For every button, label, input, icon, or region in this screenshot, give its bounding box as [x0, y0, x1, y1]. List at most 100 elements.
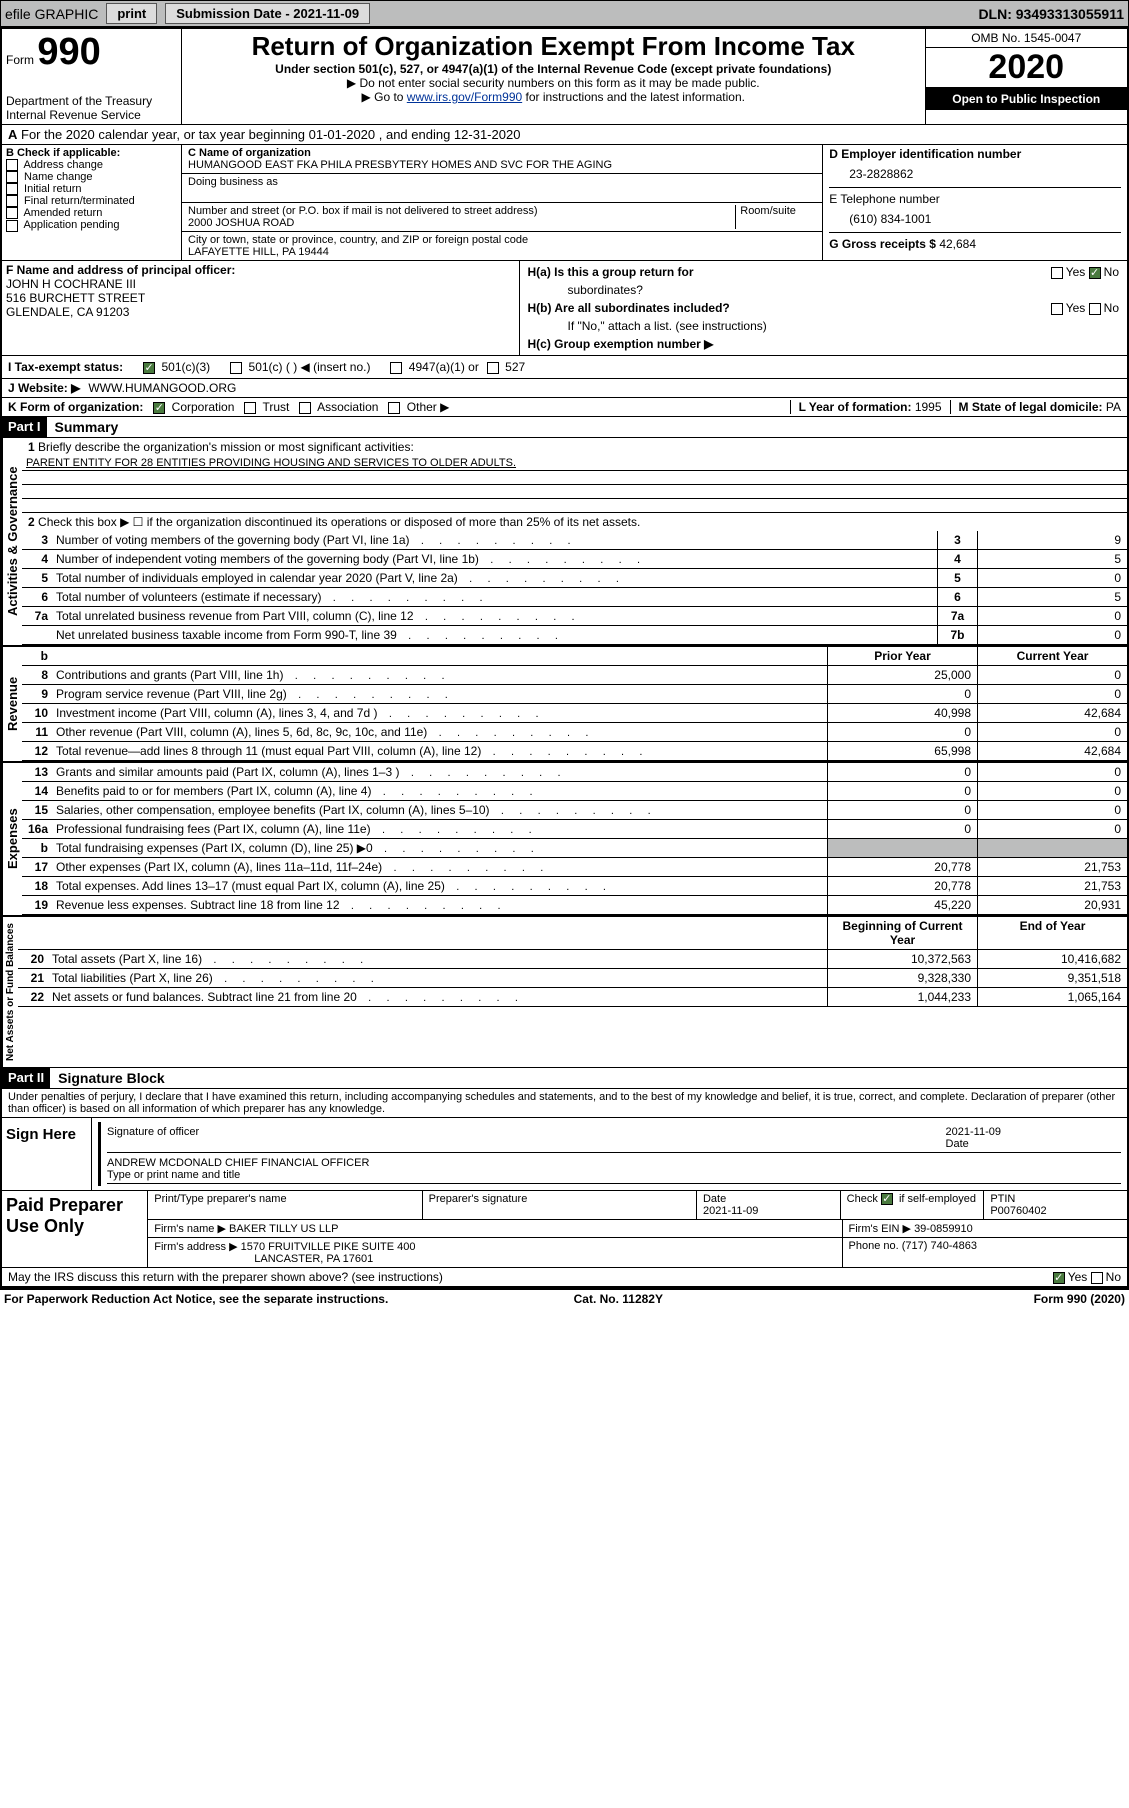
prep-hdr-name: Print/Type preparer's name: [148, 1191, 422, 1219]
current-year-hdr: Current Year: [977, 647, 1127, 665]
hc-label: H(c) Group exemption number ▶: [528, 337, 714, 351]
website-label: J Website: ▶: [8, 381, 80, 395]
form-label: Form: [6, 53, 34, 67]
ein: 23-2828862: [829, 161, 1121, 187]
assoc-check[interactable]: [299, 402, 311, 414]
officer-name-label: Type or print name and title: [107, 1169, 240, 1181]
prep-hdr-ptin: PTIN P00760402: [984, 1191, 1127, 1219]
org-name: HUMANGOOD EAST FKA PHILA PRESBYTERY HOME…: [188, 159, 612, 171]
omb-block: OMB No. 1545-0047 2020 Open to Public In…: [925, 29, 1128, 124]
discuss-yes[interactable]: [1053, 1272, 1065, 1284]
hdr-num: b: [22, 647, 52, 665]
firm-label: Firm's name ▶: [154, 1223, 229, 1235]
check-name-change: Name change: [6, 171, 177, 183]
other-check[interactable]: [388, 402, 400, 414]
hb-yes[interactable]: [1051, 303, 1063, 315]
statem-label: M State of legal domicile:: [959, 400, 1106, 414]
exp-line-19: 19Revenue less expenses. Subtract line 1…: [22, 896, 1127, 915]
part1-title: Summary: [47, 417, 127, 437]
ein-label: D Employer identification number: [829, 147, 1121, 161]
501c-check[interactable]: [230, 362, 242, 374]
state-domicile: PA: [1106, 400, 1121, 414]
firm-addr2: LANCASTER, PA 17601: [254, 1253, 373, 1265]
officer-name: JOHN H COCHRANE III: [6, 277, 136, 291]
submission-date: Submission Date - 2021-11-09: [165, 3, 370, 24]
mission-text: PARENT ENTITY FOR 28 ENTITIES PROVIDING …: [22, 456, 1127, 471]
opt-assoc: Association: [317, 400, 378, 414]
firm-addr-label: Firm's address ▶: [154, 1241, 240, 1253]
prep-hdr-date: Date 2021-11-09: [697, 1191, 841, 1219]
perjury-statement: Under penalties of perjury, I declare th…: [2, 1089, 1127, 1118]
part2-header: Part II: [2, 1068, 50, 1088]
city-label: City or town, state or province, country…: [188, 234, 528, 246]
form-container: Form 990 Department of the Treasury Inte…: [0, 27, 1129, 1290]
dba-label: Doing business as: [188, 176, 278, 188]
527-check[interactable]: [487, 362, 499, 374]
rev-line-8: 8Contributions and grants (Part VIII, li…: [22, 666, 1127, 685]
check-amended-return: Amended return: [6, 207, 177, 219]
website-url[interactable]: WWW.HUMANGOOD.ORG: [88, 381, 236, 395]
sig-officer-label: Signature of officer: [107, 1126, 199, 1150]
discuss-no[interactable]: [1091, 1272, 1103, 1284]
firm-ein-label: Firm's EIN ▶: [849, 1223, 915, 1235]
efile-label: efile GRAPHIC: [5, 6, 98, 22]
mission-label: Briefly describe the organization's miss…: [38, 440, 414, 454]
sig-date-label: Date: [946, 1138, 969, 1150]
city: LAFAYETTE HILL, PA 19444: [188, 246, 329, 258]
trust-check[interactable]: [244, 402, 256, 414]
phone-label: Phone no.: [849, 1240, 902, 1252]
opt-corp: Corporation: [172, 400, 235, 414]
subtitle-2: ▶ Do not enter social security numbers o…: [188, 76, 919, 90]
room-label: Room/suite: [736, 205, 816, 229]
self-employed-check[interactable]: [881, 1193, 893, 1205]
opt-trust: Trust: [263, 400, 290, 414]
tax-exempt-label: I Tax-exempt status:: [8, 360, 123, 374]
vert-governance: Activities & Governance: [2, 438, 22, 645]
gov-line-6: 6Total number of volunteers (estimate if…: [22, 588, 1127, 607]
gov-line-4: 4Number of independent voting members of…: [22, 550, 1127, 569]
section-h: H(a) Is this a group return for Yes No s…: [520, 261, 1128, 355]
gov-line-7b: Net unrelated business taxable income fr…: [22, 626, 1127, 645]
4947-check[interactable]: [390, 362, 402, 374]
exp-line-13: 13Grants and similar amounts paid (Part …: [22, 763, 1127, 782]
check-application-pending: Application pending: [6, 219, 177, 231]
ha-no[interactable]: [1089, 267, 1101, 279]
form-number: 990: [37, 31, 100, 73]
firm-ein: 39-0859910: [914, 1223, 973, 1235]
form990-link[interactable]: www.irs.gov/Form990: [407, 90, 522, 104]
street: 2000 JOSHUA ROAD: [188, 217, 294, 229]
rev-line-10: 10Investment income (Part VIII, column (…: [22, 704, 1127, 723]
paid-preparer-title: Paid Preparer Use Only: [2, 1191, 148, 1267]
ha-yes[interactable]: [1051, 267, 1063, 279]
gross-label: G Gross receipts $: [829, 237, 939, 251]
rev-line-11: 11Other revenue (Part VIII, column (A), …: [22, 723, 1127, 742]
footer-right: Form 990 (2020): [1034, 1292, 1125, 1306]
form-id-block: Form 990 Department of the Treasury Inte…: [2, 29, 182, 124]
check-applicable: B Check if applicable: Address change Na…: [2, 145, 182, 260]
officer-street: 516 BURCHETT STREET: [6, 291, 145, 305]
footer: For Paperwork Reduction Act Notice, see …: [0, 1290, 1129, 1308]
firm-name: BAKER TILLY US LLP: [229, 1223, 338, 1235]
tax-year: 2020: [926, 48, 1128, 88]
sub3-post: for instructions and the latest informat…: [522, 90, 745, 104]
boy-hdr: Beginning of Current Year: [827, 917, 977, 949]
check-b-header: B Check if applicable:: [6, 147, 177, 159]
print-button[interactable]: print: [106, 3, 157, 24]
prior-year-hdr: Prior Year: [827, 647, 977, 665]
corp-check[interactable]: [153, 402, 165, 414]
gov-line-3: 3Number of voting members of the governi…: [22, 531, 1127, 550]
check-initial-return: Initial return: [6, 183, 177, 195]
net-line-20: 20Total assets (Part X, line 16) 10,372,…: [18, 950, 1127, 969]
year-formation: 1995: [915, 400, 942, 414]
exp-line-16a: 16aProfessional fundraising fees (Part I…: [22, 820, 1127, 839]
hb-no[interactable]: [1089, 303, 1101, 315]
prep-hdr-check: Check if self-employed: [841, 1191, 985, 1219]
part1-header: Part I: [2, 417, 47, 437]
officer-typed-name: ANDREW MCDONALD CHIEF FINANCIAL OFFICER: [107, 1157, 369, 1169]
telephone: (610) 834-1001: [829, 206, 1121, 232]
line2-text: Check this box ▶ ☐ if the organization d…: [38, 515, 640, 529]
rev-line-9: 9Program service revenue (Part VIII, lin…: [22, 685, 1127, 704]
501c3-check[interactable]: [143, 362, 155, 374]
tel-label: E Telephone number: [829, 187, 1121, 206]
formk-label: K Form of organization:: [8, 400, 143, 414]
